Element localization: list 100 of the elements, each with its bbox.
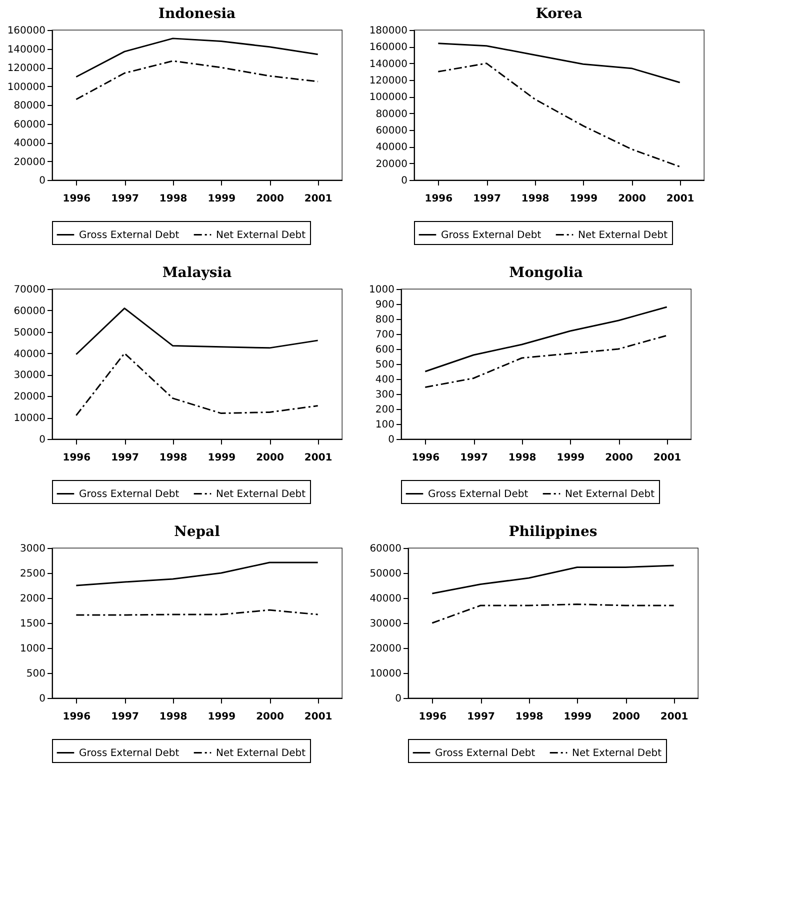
x-tick-label: 1996 xyxy=(62,452,91,464)
x-tick-label: 2001 xyxy=(653,452,682,464)
y-tick-label: 80000 xyxy=(14,100,46,112)
y-tick-label: 160000 xyxy=(7,26,46,36)
x-tick-label: 2001 xyxy=(304,194,332,204)
x-tick-label: 2000 xyxy=(618,194,646,204)
x-tick-label: 1997 xyxy=(111,194,139,204)
y-tick-label: 200 xyxy=(375,404,394,416)
y-tick-label: 30000 xyxy=(14,370,46,382)
line-series xyxy=(437,62,681,168)
x-tick-label: 1996 xyxy=(62,712,91,722)
line-series xyxy=(431,564,675,594)
legend-label: Gross External Debt xyxy=(79,748,180,759)
y-tick-label: 0 xyxy=(388,434,394,446)
y-tick-label: 0 xyxy=(401,176,408,186)
x-tick-label: 1997 xyxy=(473,194,501,204)
x-tick-label: 2000 xyxy=(256,194,284,204)
line-series xyxy=(75,60,319,100)
legend-label: Net External Debt xyxy=(216,488,306,500)
x-tick-label: 1999 xyxy=(208,452,236,464)
x-tick-label: 1996 xyxy=(412,452,440,464)
y-tick-label: 20000 xyxy=(14,156,46,168)
y-tick-label: 600 xyxy=(375,344,394,356)
y-tick-label: 1000 xyxy=(369,284,394,296)
legend-label: Gross External Debt xyxy=(79,488,180,500)
x-tick-label: 2001 xyxy=(666,194,694,204)
legend-label: Gross External Debt xyxy=(441,230,542,241)
x-tick-label: 2000 xyxy=(256,712,284,722)
line-series xyxy=(75,38,319,78)
y-tick-label: 1000 xyxy=(20,644,46,654)
y-tick-label: 10000 xyxy=(370,668,402,680)
x-tick-label: 1998 xyxy=(159,452,188,464)
y-tick-label: 0 xyxy=(395,694,402,704)
y-tick-label: 900 xyxy=(375,300,394,310)
y-tick-label: 100000 xyxy=(7,82,46,93)
y-tick-label: 40000 xyxy=(14,138,46,149)
chart-title: Malaysia xyxy=(162,265,232,281)
line-series xyxy=(424,306,668,372)
y-tick-label: 50000 xyxy=(370,568,402,580)
x-tick-label: 1996 xyxy=(418,712,447,722)
y-tick-label: 20000 xyxy=(376,158,408,170)
y-tick-label: 60000 xyxy=(376,126,408,136)
x-tick-label: 1999 xyxy=(564,712,592,722)
x-tick-label: 1999 xyxy=(208,712,236,722)
x-tick-label: 1999 xyxy=(570,194,598,204)
y-tick-label: 140000 xyxy=(7,44,46,56)
line-series xyxy=(75,352,319,416)
y-tick-label: 30000 xyxy=(370,618,402,630)
x-tick-label: 1997 xyxy=(111,452,139,464)
line-series xyxy=(437,42,681,84)
x-tick-label: 2000 xyxy=(605,452,633,464)
x-tick-label: 1998 xyxy=(159,712,188,722)
y-tick-label: 800 xyxy=(375,314,394,326)
x-tick-label: 2000 xyxy=(612,712,640,722)
y-tick-label: 0 xyxy=(39,434,46,446)
y-tick-label: 140000 xyxy=(369,58,408,70)
y-tick-label: 120000 xyxy=(369,76,408,86)
x-tick-label: 2001 xyxy=(304,452,332,464)
x-tick-label: 1998 xyxy=(508,452,536,464)
y-tick-label: 60000 xyxy=(14,306,46,317)
y-tick-label: 20000 xyxy=(370,644,402,654)
y-tick-label: 70000 xyxy=(14,284,46,296)
x-tick-label: 1997 xyxy=(111,712,139,722)
y-tick-label: 60000 xyxy=(14,119,46,130)
legend-label: Net External Debt xyxy=(578,230,668,241)
y-tick-label: 20000 xyxy=(14,392,46,403)
chart-title: Korea xyxy=(536,6,582,22)
y-tick-label: 0 xyxy=(39,694,46,704)
y-tick-label: 40000 xyxy=(370,594,402,604)
x-tick-label: 1996 xyxy=(424,194,453,204)
legend-label: Gross External Debt xyxy=(435,748,536,759)
y-tick-label: 0 xyxy=(39,176,46,186)
y-tick-label: 700 xyxy=(375,330,394,340)
x-tick-label: 1998 xyxy=(521,194,550,204)
x-tick-label: 2000 xyxy=(256,452,284,464)
line-series xyxy=(75,308,319,356)
chart-title: Nepal xyxy=(174,524,220,540)
x-tick-label: 1996 xyxy=(62,194,91,204)
line-series xyxy=(75,562,319,586)
y-tick-label: 50000 xyxy=(14,327,46,338)
y-tick-label: 60000 xyxy=(370,544,402,554)
y-tick-label: 120000 xyxy=(7,63,46,74)
legend-label: Net External Debt xyxy=(216,230,306,241)
line-series xyxy=(424,334,668,388)
legend-label: Gross External Debt xyxy=(428,488,528,500)
y-tick-label: 160000 xyxy=(369,42,408,54)
legend-label: Net External Debt xyxy=(565,488,655,500)
y-tick-label: 10000 xyxy=(14,413,46,424)
legend-label: Net External Debt xyxy=(572,748,662,759)
x-tick-label: 2001 xyxy=(660,712,688,722)
x-tick-label: 2001 xyxy=(304,712,332,722)
legend-label: Net External Debt xyxy=(216,748,306,759)
x-tick-label: 1998 xyxy=(515,712,544,722)
y-tick-label: 3000 xyxy=(20,544,46,554)
y-tick-label: 500 xyxy=(375,360,394,370)
y-tick-label: 2500 xyxy=(20,568,46,580)
x-tick-label: 1999 xyxy=(556,452,585,464)
x-tick-label: 1998 xyxy=(159,194,188,204)
y-tick-label: 80000 xyxy=(376,108,408,120)
x-tick-label: 1997 xyxy=(467,712,495,722)
